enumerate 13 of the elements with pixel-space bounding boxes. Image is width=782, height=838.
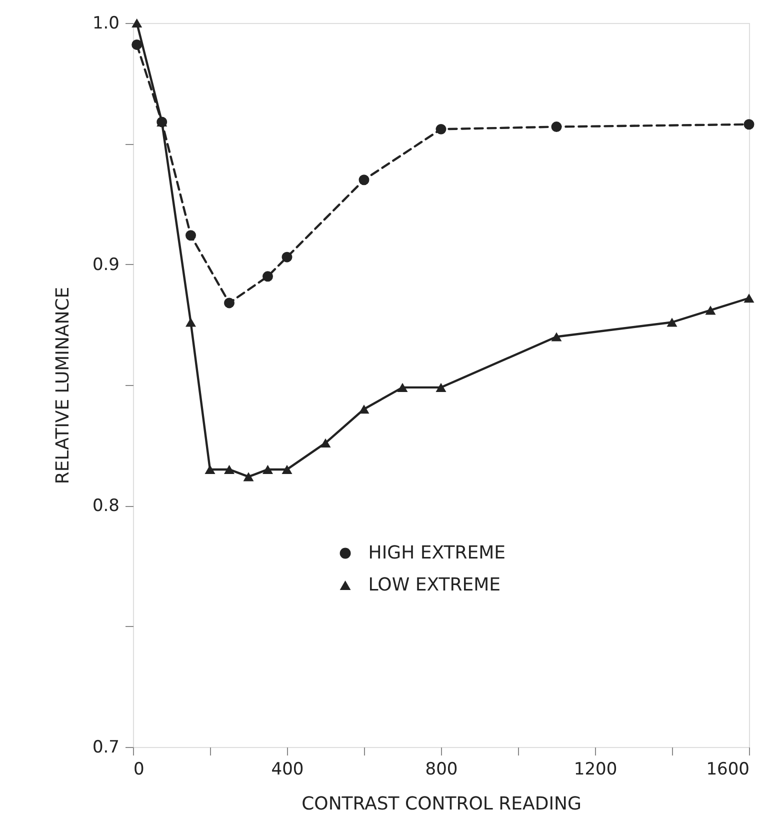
y-tick-label: 1.0 [92, 14, 120, 34]
x-axis-title: CONTRAST CONTROL READING [302, 794, 582, 814]
legend-label: LOW EXTREME [368, 574, 501, 596]
y-tick-label: 0.9 [92, 254, 120, 275]
x-tick-label: 800 [425, 760, 458, 780]
x-tick-label: 1600 [706, 760, 750, 780]
legend-label: HIGH EXTREME [368, 542, 506, 564]
y-tick-label: 0.8 [92, 496, 120, 516]
x-tick-label: 0 [134, 760, 144, 780]
y-tick-label: 0.7 [92, 738, 120, 758]
y-axis-title: RELATIVE LUMINANCE [52, 286, 74, 484]
x-tick-label: 400 [271, 760, 304, 780]
x-tick-label: 1200 [574, 760, 618, 780]
